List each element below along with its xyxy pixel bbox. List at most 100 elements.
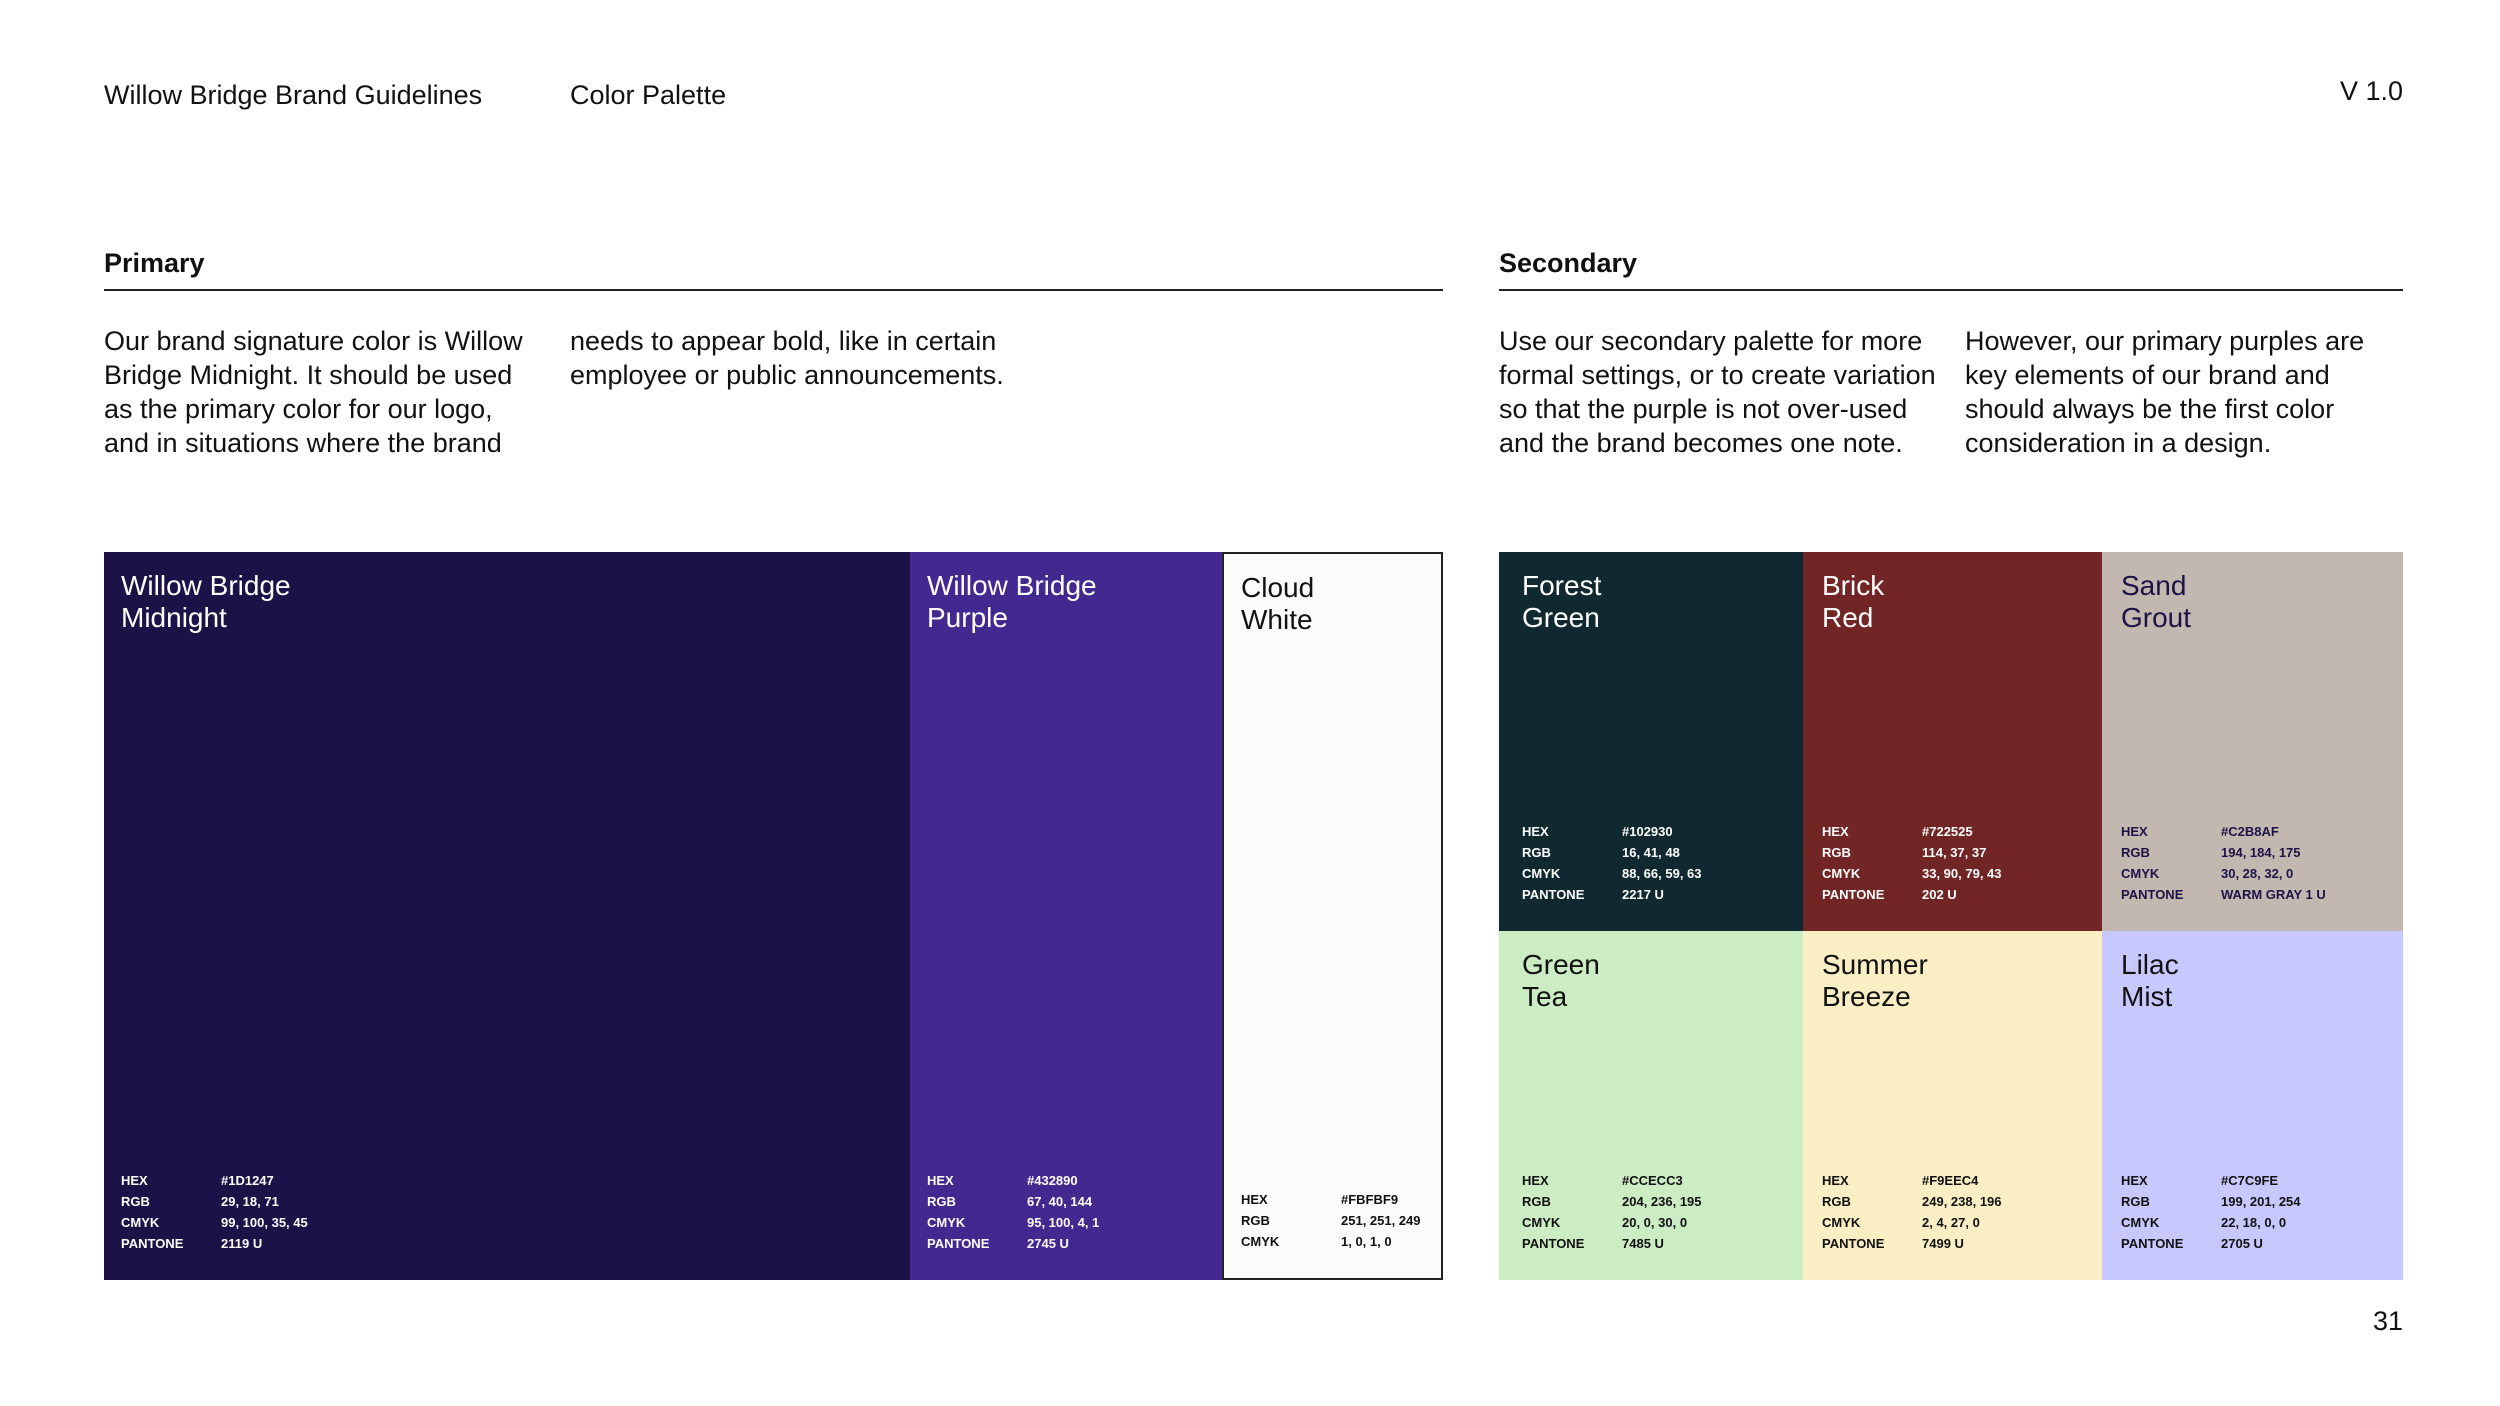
- spec-row: RGB 29, 18, 71: [121, 1191, 308, 1212]
- version-label: V 1.0: [2339, 76, 2403, 106]
- spec-value: #F9EEC4: [1922, 1173, 1979, 1188]
- spec-label: PANTONE: [1522, 1236, 1585, 1251]
- spec-label: HEX: [121, 1173, 148, 1188]
- spec-row: RGB 251, 251, 249: [1241, 1210, 1421, 1231]
- color-swatch: Willow Bridge Purple HEX #432890 RGB 67, 40,…: [910, 552, 1222, 1280]
- primary-text-col2: needs to appear bold, like in certain em…: [570, 326, 1004, 390]
- spec-row: RGB 249, 238, 196: [1822, 1191, 2002, 1212]
- swatch-name: Willow Bridge Midnight: [121, 570, 291, 633]
- swatch-specs: HEX #1D1247 RGB 29, 18, 71 CMYK 99, 100, 35, …: [121, 1170, 308, 1254]
- spec-label: HEX: [1522, 824, 1549, 839]
- spec-label: CMYK: [1522, 1215, 1561, 1230]
- swatch-name: Sand Grout: [2121, 570, 2192, 633]
- spec-row: CMYK 1, 0, 1, 0: [1241, 1231, 1421, 1252]
- spec-row: RGB 67, 40, 144: [927, 1191, 1099, 1212]
- spec-value: 95, 100, 4, 1: [1027, 1215, 1100, 1230]
- spec-value: #1D1247: [221, 1173, 274, 1188]
- spec-row: RGB 204, 236, 195: [1522, 1191, 1702, 1212]
- spec-value: #432890: [1027, 1173, 1078, 1188]
- spec-value: 7485 U: [1622, 1236, 1664, 1251]
- spec-row: HEX #CCECC3: [1522, 1170, 1702, 1191]
- spec-label: CMYK: [121, 1215, 160, 1230]
- spec-value: 199, 201, 254: [2221, 1194, 2301, 1209]
- section-title: Color Palette: [570, 80, 727, 110]
- spec-value: 33, 90, 79, 43: [1922, 866, 2002, 881]
- spec-label: CMYK: [1241, 1234, 1280, 1249]
- spec-row: RGB 16, 41, 48: [1522, 842, 1702, 863]
- spec-label: PANTONE: [1822, 887, 1885, 902]
- primary-heading: Primary: [104, 248, 205, 278]
- spec-value: 2217 U: [1622, 887, 1664, 902]
- spec-value: WARM GRAY 1 U: [2221, 887, 2326, 902]
- swatch-specs: HEX #102930 RGB 16, 41, 48 CMYK 88, 66, 59, 6…: [1522, 821, 1702, 905]
- spec-row: HEX #102930: [1522, 821, 1702, 842]
- spec-row: PANTONE 2745 U: [927, 1233, 1099, 1254]
- spec-value: #C7C9FE: [2221, 1173, 2279, 1188]
- spec-value: 30, 28, 32, 0: [2221, 866, 2294, 881]
- swatch-name: Forest Green: [1522, 570, 1602, 633]
- spec-label: CMYK: [927, 1215, 966, 1230]
- swatch-specs: HEX #CCECC3 RGB 204, 236, 195 CMYK 20, 0, 30,…: [1522, 1170, 1702, 1254]
- spec-value: 88, 66, 59, 63: [1622, 866, 1702, 881]
- color-swatch: Brick Red HEX #722525 RGB 114, 37, 37 CMYK 33,…: [1803, 552, 2102, 931]
- spec-value: 7499 U: [1922, 1236, 1964, 1251]
- spec-row: CMYK 95, 100, 4, 1: [927, 1212, 1099, 1233]
- spec-label: PANTONE: [121, 1236, 184, 1251]
- swatch-name: Green Tea: [1522, 949, 1600, 1012]
- color-swatch: Forest Green HEX #102930 RGB 16, 41, 48 CMYK 8…: [1499, 552, 1803, 931]
- color-swatch: Willow Bridge Midnight HEX #1D1247 RGB 29, 1…: [104, 552, 910, 1280]
- color-swatch: Lilac Mist HEX #C7C9FE RGB 199, 201, 254 CMYK…: [2102, 931, 2403, 1280]
- spec-label: RGB: [1822, 1194, 1851, 1209]
- spec-row: PANTONE 2217 U: [1522, 884, 1702, 905]
- color-swatch: Cloud White HEX #FBFBF9 RGB 251, 251, 249 CMY…: [1222, 552, 1443, 1280]
- swatch-specs: HEX #C7C9FE RGB 199, 201, 254 CMYK 22, 18, 0,…: [2121, 1170, 2301, 1254]
- spec-value: #722525: [1922, 824, 1973, 839]
- swatch-specs: HEX #C2B8AF RGB 194, 184, 175 CMYK 30, 28, 32…: [2121, 821, 2326, 905]
- spec-label: RGB: [121, 1194, 150, 1209]
- spec-label: CMYK: [1522, 866, 1561, 881]
- spec-row: RGB 194, 184, 175: [2121, 842, 2326, 863]
- page-number: 31: [2372, 1306, 2403, 1336]
- spec-label: HEX: [1522, 1173, 1549, 1188]
- spec-value: 2745 U: [1027, 1236, 1069, 1251]
- spec-row: PANTONE WARM GRAY 1 U: [2121, 884, 2326, 905]
- spec-row: HEX #432890: [927, 1170, 1099, 1191]
- spec-label: HEX: [2121, 1173, 2148, 1188]
- spec-label: HEX: [1241, 1192, 1268, 1207]
- spec-value: 204, 236, 195: [1622, 1194, 1702, 1209]
- spec-value: 2705 U: [2221, 1236, 2263, 1251]
- spec-row: HEX #1D1247: [121, 1170, 308, 1191]
- spec-row: HEX #722525: [1822, 821, 2002, 842]
- color-swatch: Summer Breeze HEX #F9EEC4 RGB 249, 238, 196 C…: [1803, 931, 2102, 1280]
- spec-label: PANTONE: [2121, 1236, 2184, 1251]
- spec-value: #CCECC3: [1622, 1173, 1683, 1188]
- swatch-name: Willow Bridge Purple: [927, 570, 1097, 633]
- spec-label: RGB: [1522, 1194, 1551, 1209]
- swatch-specs: HEX #F9EEC4 RGB 249, 238, 196 CMYK 2, 4, 27, …: [1822, 1170, 2002, 1254]
- spec-row: PANTONE 7485 U: [1522, 1233, 1702, 1254]
- spec-value: 202 U: [1922, 887, 1957, 902]
- spec-label: RGB: [2121, 1194, 2150, 1209]
- spec-value: 114, 37, 37: [1922, 845, 1987, 860]
- spec-label: HEX: [927, 1173, 954, 1188]
- spec-row: HEX #C2B8AF: [2121, 821, 2326, 842]
- spec-row: CMYK 20, 0, 30, 0: [1522, 1212, 1702, 1233]
- spec-value: 16, 41, 48: [1622, 845, 1680, 860]
- spec-label: RGB: [1522, 845, 1551, 860]
- swatch-specs: HEX #432890 RGB 67, 40, 144 CMYK 95, 100, 4, …: [927, 1170, 1099, 1254]
- spec-row: HEX #F9EEC4: [1822, 1170, 2002, 1191]
- spec-value: 99, 100, 35, 45: [221, 1215, 308, 1230]
- swatch-specs: HEX #722525 RGB 114, 37, 37 CMYK 33, 90, 79, …: [1822, 821, 2002, 905]
- spec-value: 29, 18, 71: [221, 1194, 279, 1209]
- spec-row: CMYK 99, 100, 35, 45: [121, 1212, 308, 1233]
- spec-row: HEX #FBFBF9: [1241, 1189, 1421, 1210]
- spec-row: CMYK 22, 18, 0, 0: [2121, 1212, 2301, 1233]
- secondary-text-col1: Use our secondary palette for more forma…: [1499, 326, 1936, 458]
- spec-row: CMYK 30, 28, 32, 0: [2121, 863, 2326, 884]
- spec-value: #102930: [1622, 824, 1673, 839]
- spec-label: PANTONE: [1522, 887, 1585, 902]
- spec-row: PANTONE 202 U: [1822, 884, 2002, 905]
- swatch-specs: HEX #FBFBF9 RGB 251, 251, 249 CMYK 1, 0, 1, 0: [1241, 1189, 1421, 1252]
- spec-value: 67, 40, 144: [1027, 1194, 1093, 1209]
- spec-value: 194, 184, 175: [2221, 845, 2301, 860]
